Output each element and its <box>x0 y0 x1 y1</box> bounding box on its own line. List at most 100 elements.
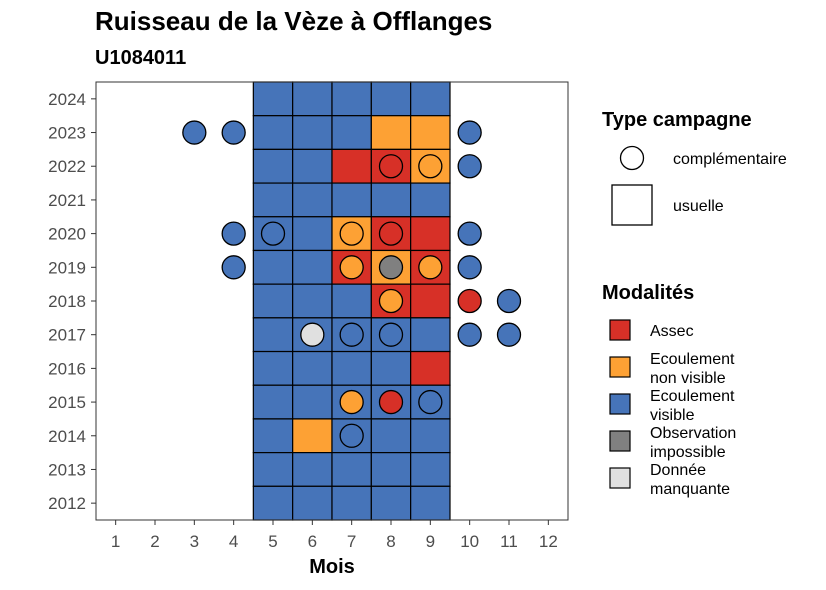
x-tick-label: 5 <box>268 532 277 551</box>
legend-type-title: Type campagne <box>602 109 752 131</box>
tile-2019-5 <box>252 249 294 285</box>
point-2020-4 <box>221 221 246 246</box>
tile-2014-8 <box>370 418 412 454</box>
legend-swatch-manquante <box>609 467 631 489</box>
legend-mod-label: Ecoulement <box>650 388 735 405</box>
point-2023-10 <box>457 120 482 145</box>
point-2020-8 <box>378 221 404 246</box>
legend-type-label: complémentaire <box>673 151 787 168</box>
tile-2016-6 <box>292 350 333 386</box>
tile-2021-5 <box>252 182 294 218</box>
x-tick-label: 11 <box>500 532 518 551</box>
point-2017-10 <box>457 322 482 347</box>
point-2017-11 <box>496 322 522 347</box>
x-tick-label: 7 <box>347 532 356 551</box>
x-axis-title: Mois <box>309 556 355 578</box>
point-2017-7 <box>339 322 364 347</box>
point-2019-4 <box>221 255 246 280</box>
tile-2012-8 <box>370 485 412 521</box>
legend: Type campagne complémentaire usuelle Moda… <box>602 109 787 498</box>
tile-2023-6 <box>292 115 333 150</box>
legend-modalites-title: Modalités <box>602 282 694 304</box>
tile-2018-7 <box>331 283 372 319</box>
legend-mod-label: visible <box>650 407 695 424</box>
x-tick-label: 3 <box>190 532 199 551</box>
legend-swatch-nonvisible <box>609 356 631 378</box>
tile-2015-5 <box>252 384 294 420</box>
tile-2023-8 <box>370 115 412 150</box>
legend-mod-label: Assec <box>650 323 694 340</box>
x-tick-label: 8 <box>386 532 395 551</box>
tile-2017-5 <box>252 317 294 353</box>
chart-title: Ruisseau de la Vèze à Offlanges <box>95 6 492 36</box>
y-tick-label: 2019 <box>48 258 86 277</box>
tile-2012-7 <box>331 485 372 521</box>
x-tick-label: 4 <box>229 532 238 551</box>
point-2019-7 <box>339 255 364 280</box>
point-2022-8 <box>378 154 404 179</box>
point-2019-10 <box>457 255 482 280</box>
tile-2024-5 <box>252 81 294 117</box>
point-2017-8 <box>378 322 404 347</box>
tile-2021-6 <box>292 182 333 218</box>
tile-2014-5 <box>252 418 294 454</box>
y-tick-label: 2014 <box>48 427 86 446</box>
legend-swatch-visible <box>609 393 631 415</box>
point-2018-10 <box>457 288 482 314</box>
point-2020-5 <box>260 221 286 246</box>
tile-2021-7 <box>331 182 372 218</box>
tile-2015-6 <box>292 384 333 420</box>
tile-2013-9 <box>410 452 451 487</box>
point-2015-9 <box>418 389 443 415</box>
tile-2012-9 <box>410 485 451 521</box>
legend-mod-label: Donnée <box>650 462 706 479</box>
tile-2013-6 <box>292 452 333 487</box>
legend-square-key <box>611 184 653 226</box>
x-tick-label: 9 <box>426 532 435 551</box>
y-tick-label: 2012 <box>48 494 86 513</box>
complementaire-points <box>182 120 522 448</box>
tile-2019-6 <box>292 249 333 285</box>
point-2015-7 <box>339 389 364 415</box>
tile-2024-7 <box>331 81 372 117</box>
point-2022-9 <box>418 154 443 179</box>
x-tick-label: 1 <box>111 532 120 551</box>
tile-2013-5 <box>252 452 294 487</box>
tile-2024-9 <box>410 81 451 117</box>
point-2015-8 <box>378 389 404 415</box>
legend-mod-label: Ecoulement <box>650 351 735 368</box>
tile-2021-8 <box>370 182 412 218</box>
point-2022-10 <box>457 154 482 179</box>
y-tick-label: 2018 <box>48 292 86 311</box>
tile-2018-6 <box>292 283 333 319</box>
tile-2014-6 <box>292 418 333 454</box>
legend-mod-label: non visible <box>650 370 726 387</box>
legend-swatch-assec <box>609 319 631 341</box>
point-2023-4 <box>221 120 246 145</box>
legend-mod-label: manquante <box>650 481 730 498</box>
legend-swatch-impossible <box>609 430 631 452</box>
tile-2012-5 <box>252 485 294 521</box>
tile-2024-6 <box>292 81 333 117</box>
point-2019-9 <box>418 255 443 280</box>
y-tick-label: 2017 <box>48 326 86 345</box>
point-2017-6 <box>300 322 325 347</box>
x-tick-label: 12 <box>539 532 558 551</box>
y-axis: 2012 2013 2014 2015 2016 2017 2018 2019 2020 2021… <box>48 90 96 513</box>
y-tick-label: 2015 <box>48 393 86 412</box>
tile-2013-7 <box>331 452 372 487</box>
tile-2020-9 <box>410 216 451 252</box>
legend-mod-label: impossible <box>650 444 726 461</box>
tile-2014-9 <box>410 418 451 454</box>
point-2023-3 <box>182 120 207 145</box>
y-tick-label: 2016 <box>48 359 86 378</box>
x-tick-label: 6 <box>308 532 317 551</box>
chart-subtitle: U1084011 <box>95 47 186 69</box>
tile-2022-7 <box>331 148 372 184</box>
x-axis: 1 2 3 4 5 6 7 8 9 10 11 12 <box>111 520 558 551</box>
point-2020-10 <box>457 221 482 246</box>
y-tick-label: 2024 <box>48 90 86 109</box>
tile-2018-5 <box>252 283 294 319</box>
tile-2024-8 <box>370 81 412 117</box>
